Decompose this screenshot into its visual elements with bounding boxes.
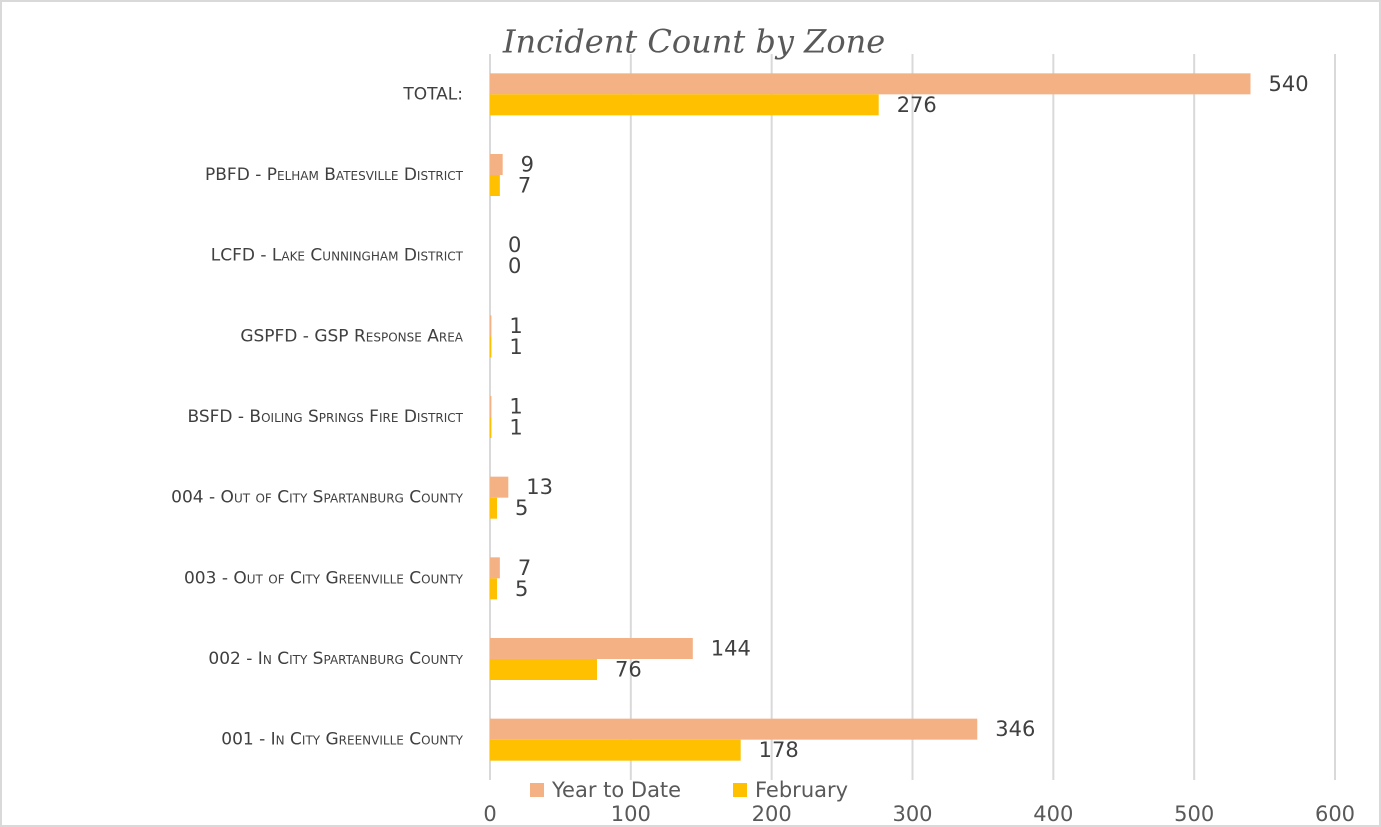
data-label: 178 — [759, 738, 799, 762]
x-tick-label: 500 — [1174, 802, 1214, 826]
legend-label: Year to Date — [551, 778, 681, 802]
y-tick-label: BSFD - Boiling Springs Fire District — [187, 407, 463, 427]
bar — [490, 73, 1251, 95]
y-tick-label: 003 - Out of City Greenville County — [184, 568, 464, 588]
bar — [490, 94, 879, 116]
data-label: 346 — [995, 717, 1035, 741]
bar — [490, 578, 498, 600]
y-tick-label: 002 - In City Spartanburg County — [208, 649, 463, 669]
data-label: 7 — [518, 556, 531, 580]
y-tick-label: 004 - Out of City Spartanburg County — [171, 488, 463, 508]
y-tick-label: TOTAL: — [402, 84, 463, 104]
x-tick-label: 300 — [892, 802, 932, 826]
bar — [490, 718, 978, 740]
bar — [490, 175, 500, 196]
x-tick-label: 600 — [1315, 802, 1355, 826]
x-tick-label: 200 — [752, 802, 792, 826]
bar — [490, 638, 693, 659]
bar — [490, 497, 498, 519]
legend-swatch — [530, 783, 544, 797]
data-label: 0 — [508, 254, 521, 278]
bar — [490, 336, 492, 358]
data-label: 1 — [509, 416, 522, 440]
data-label: 76 — [615, 658, 642, 682]
data-label: 1 — [509, 395, 522, 419]
data-label: 144 — [711, 637, 751, 661]
bar — [490, 659, 598, 680]
chart-title: Incident Count by Zone — [502, 23, 885, 61]
data-label: 5 — [515, 496, 528, 520]
data-label: 276 — [897, 93, 937, 117]
x-tick-label: 0 — [483, 802, 496, 826]
data-label: 1 — [509, 335, 522, 359]
bar — [490, 417, 492, 438]
y-tick-label: PBFD - Pelham Batesville District — [205, 165, 464, 185]
bar — [490, 396, 492, 417]
bar — [490, 154, 503, 175]
y-tick-label: 001 - In City Greenville County — [221, 730, 463, 750]
legend-swatch — [733, 783, 747, 797]
data-label: 0 — [508, 233, 521, 257]
legend-label: February — [755, 778, 848, 802]
bar — [490, 476, 509, 498]
bar — [490, 315, 492, 337]
data-label: 9 — [521, 153, 534, 177]
bar — [490, 557, 500, 579]
x-tick-label: 400 — [1033, 802, 1073, 826]
y-tick-label: LCFD - Lake Cunningham District — [211, 246, 464, 266]
data-label: 13 — [526, 475, 553, 499]
data-label: 5 — [515, 577, 528, 601]
data-label: 7 — [518, 174, 531, 198]
y-tick-label: GSPFD - GSP Response Area — [240, 326, 463, 346]
data-label: 540 — [1269, 72, 1309, 96]
x-tick-label: 100 — [611, 802, 651, 826]
bar — [490, 739, 741, 761]
data-label: 1 — [509, 314, 522, 338]
